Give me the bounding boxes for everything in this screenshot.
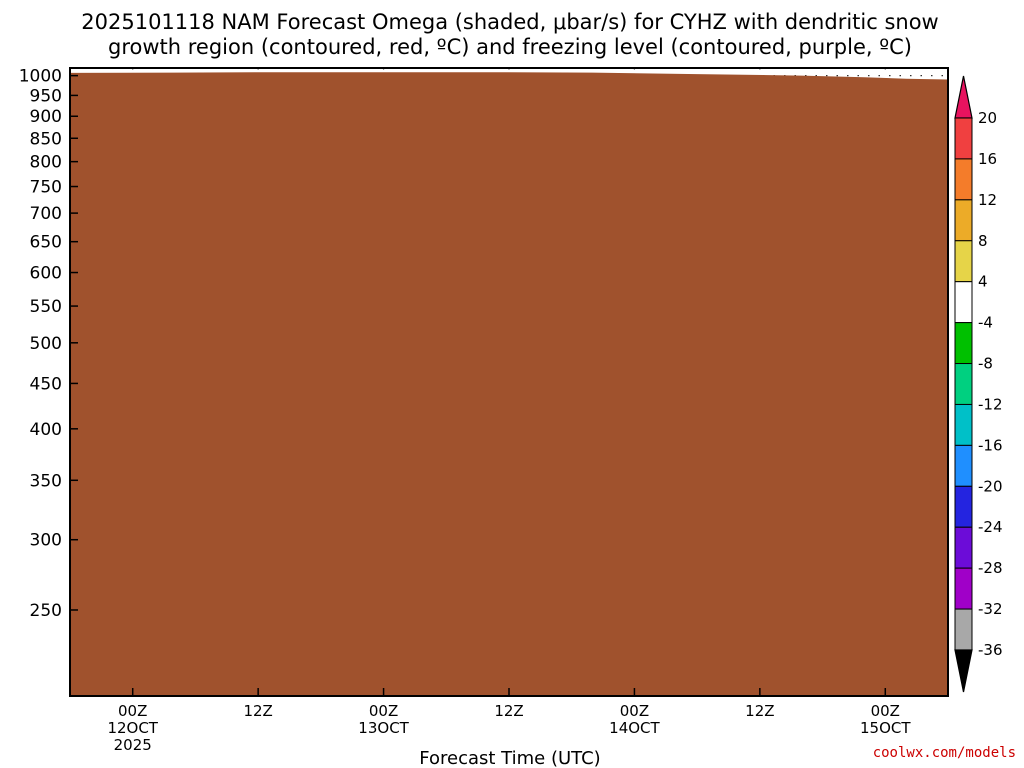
x-tick-label: 12Z [494,702,523,720]
chart-title-line1: 2025101118 NAM Forecast Omega (shaded, μ… [81,10,938,34]
colorbar-tick-label: -16 [978,436,1003,454]
y-tick-label: 650 [30,233,62,253]
y-tick-label: 700 [30,204,62,224]
x-axis-label: Forecast Time (UTC) [419,748,600,768]
y-tick-label: 750 [30,178,62,198]
y-tick-label: 250 [30,601,62,621]
colorbar-swatch [954,322,973,365]
x-tick-label: 12OCT [107,719,158,737]
colorbar-swatch [954,403,973,446]
y-tick-label: 450 [30,374,62,394]
colorbar-swatch [954,526,973,569]
x-tick-label: 00Z [369,702,398,720]
x-tick-label: 00Z [620,702,649,720]
y-axis: 2503003504004505005506006507007508008509… [19,67,78,621]
colorbar-tick-label: 4 [978,273,988,291]
colorbar-tick-label: 20 [978,109,997,127]
y-tick-label: 600 [30,264,62,284]
chart-title-line2: growth region (contoured, red, ºC) and f… [108,35,912,59]
credit-text: coolwx.com/models [873,745,1016,761]
colorbar-swatch [954,240,973,283]
x-tick-label: 00Z [118,702,147,720]
colorbar-tick-label: -28 [978,559,1003,577]
terrain [70,72,948,696]
y-tick-label: 1000 [19,67,62,87]
x-tick-label: 00Z [871,702,900,720]
colorbar-swatch [954,281,973,324]
colorbar-tick-label: -12 [978,395,1003,413]
colorbar-swatch [954,117,973,160]
y-tick-label: 400 [30,420,62,440]
x-tick-label: 12Z [745,702,774,720]
colorbar-tick-label: -36 [978,641,1003,659]
terrain-fill [70,72,948,696]
colorbar-swatch [954,444,973,487]
colorbar-swatch [954,158,973,201]
colorbar-swatch [954,608,973,651]
x-tick-label: 13OCT [358,719,409,737]
y-tick-label: 350 [30,471,62,491]
x-tick-label: 12Z [243,702,272,720]
colorbar-tick-label: -4 [978,314,993,332]
y-tick-label: 900 [30,107,62,127]
colorbar-swatch [954,363,973,405]
colorbar-swatch [954,199,973,242]
y-tick-label: 550 [30,297,62,317]
colorbar: 20 16 12 8 4 -4 -8 -12 -16 -20 -24 -28 -32 -36 [954,75,1003,693]
colorbar-tick-label: 16 [978,150,997,168]
colorbar-tick-label: -32 [978,600,1003,618]
colorbar-swatch [954,485,973,528]
colorbar-tick-label: -24 [978,518,1003,536]
y-tick-label: 500 [30,334,62,354]
colorbar-bottom-arrow [954,649,973,693]
y-tick-label: 800 [30,153,62,173]
y-tick-label: 950 [30,86,62,106]
y-tick-label: 300 [30,531,62,551]
y-tick-label: 850 [30,129,62,149]
colorbar-tick-label: -20 [978,477,1003,495]
x-tick-label: 15OCT [860,719,911,737]
colorbar-swatch [954,567,973,610]
colorbar-tick-label: -8 [978,355,993,373]
colorbar-tick-label: 8 [978,232,988,250]
colorbar-tick-label: 12 [978,191,997,209]
colorbar-top-arrow [954,75,973,119]
x-tick-label: 2025 [114,736,152,754]
x-tick-label: 14OCT [609,719,660,737]
